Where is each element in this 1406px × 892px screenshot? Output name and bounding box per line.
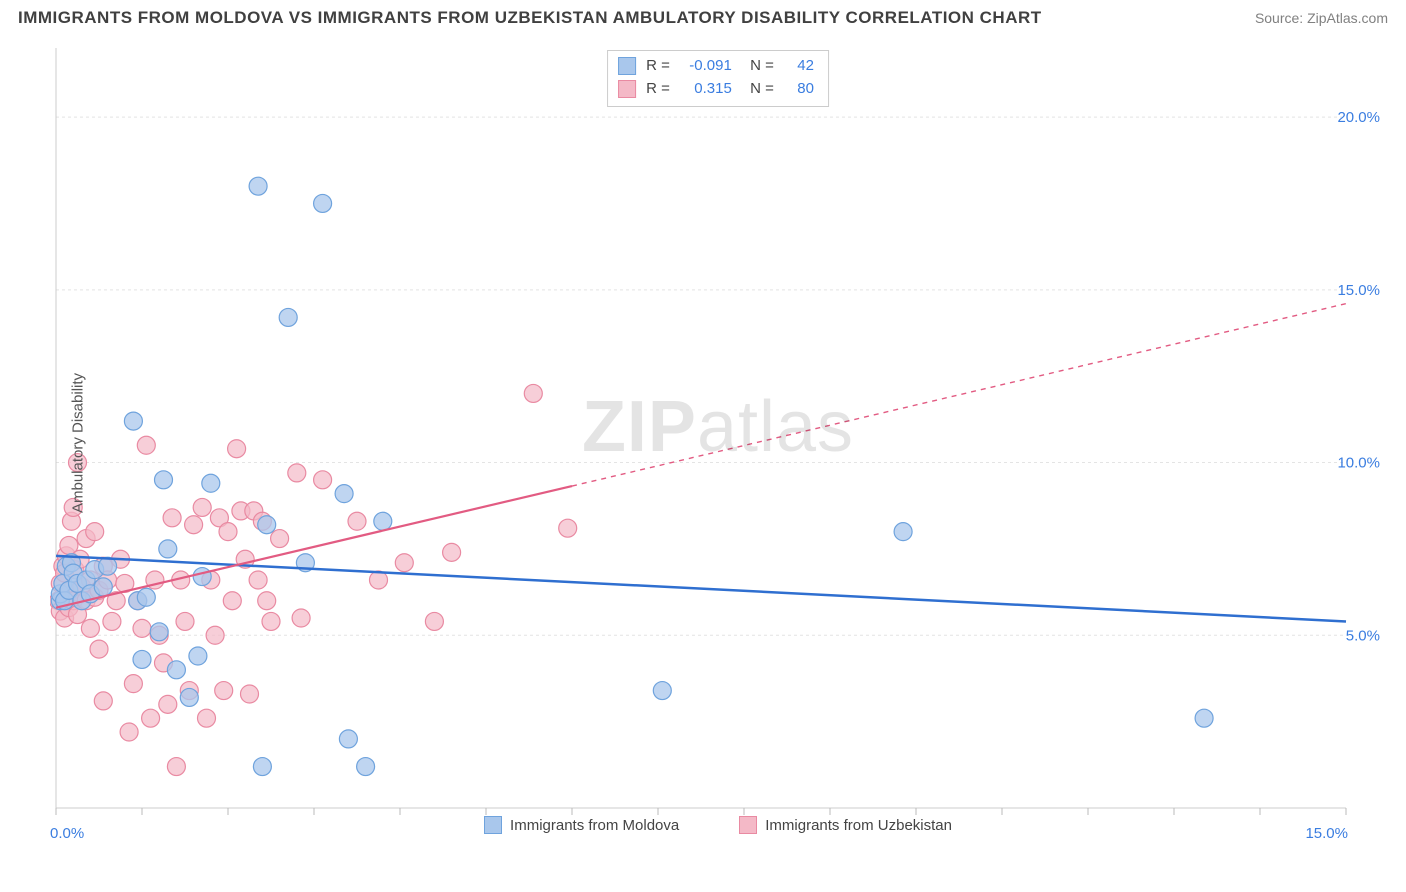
legend-swatch-icon bbox=[739, 816, 757, 834]
legend-label: Immigrants from Moldova bbox=[510, 817, 679, 834]
source-label: Source: ZipAtlas.com bbox=[1255, 10, 1388, 26]
correlation-legend: R =-0.091 N =42R =0.315 N =80 bbox=[607, 50, 829, 107]
chart-title: IMMIGRANTS FROM MOLDOVA VS IMMIGRANTS FR… bbox=[18, 8, 1042, 28]
legend-swatch-icon bbox=[484, 816, 502, 834]
scatter-plot-svg: 5.0% 10.0% 15.0% 20.0% bbox=[50, 48, 1386, 838]
svg-text:5.0%: 5.0% bbox=[1346, 627, 1380, 644]
correlation-row: R =0.315 N =80 bbox=[618, 78, 814, 101]
y-axis-label: Ambulatory Disability bbox=[70, 373, 87, 513]
legend-item: Immigrants from Uzbekistan bbox=[739, 816, 952, 834]
legend-item: Immigrants from Moldova bbox=[484, 816, 679, 834]
svg-text:15.0%: 15.0% bbox=[1337, 282, 1380, 299]
plot-area: Ambulatory Disability 5.0% 10.0% 15.0% 20.0… bbox=[50, 48, 1386, 838]
correlation-row: R =-0.091 N =42 bbox=[618, 55, 814, 78]
legend-swatch-icon bbox=[618, 80, 636, 98]
legend-swatch-icon bbox=[618, 57, 636, 75]
svg-text:20.0%: 20.0% bbox=[1337, 109, 1380, 126]
series-legend: Immigrants from Moldova Immigrants from U… bbox=[50, 816, 1386, 834]
legend-label: Immigrants from Uzbekistan bbox=[765, 817, 952, 834]
svg-text:10.0%: 10.0% bbox=[1337, 455, 1380, 472]
